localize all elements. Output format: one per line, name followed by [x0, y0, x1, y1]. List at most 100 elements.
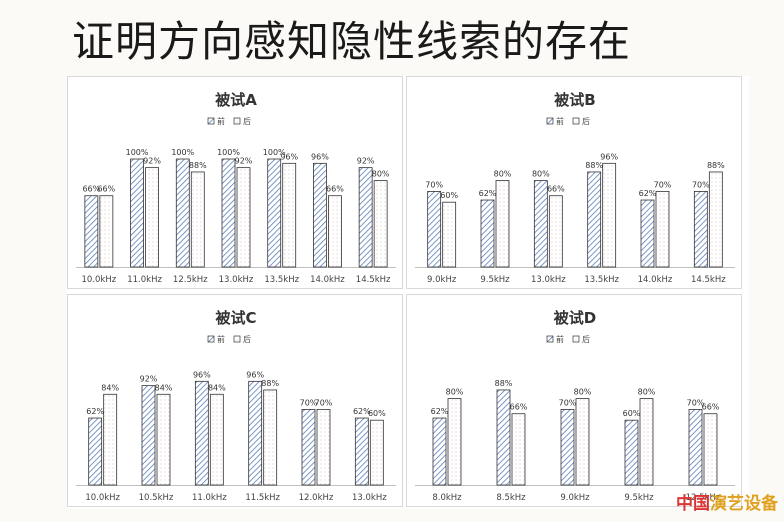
data-label-after: 96% — [600, 152, 618, 161]
bar-after — [602, 162, 617, 268]
x-tick-label: 13.0kHz — [531, 275, 566, 285]
bar-before — [432, 417, 447, 486]
bar-before — [427, 191, 442, 268]
data-label-before: 100% — [171, 148, 194, 157]
data-label-after: 80% — [372, 170, 390, 179]
chart-title: 被试C — [215, 309, 256, 327]
bar-before — [141, 385, 156, 486]
x-tick-label: 13.5kHz — [264, 275, 299, 285]
x-tick-label: 10.0kHz — [82, 275, 117, 285]
data-label-before: 70% — [692, 180, 710, 189]
chart-panel-c: 被试C 前后 62% 84% 10.0kHz 92% 84% 10.5kHz 96% 84% 11.… — [67, 294, 403, 507]
x-tick-label: 8.5kHz — [496, 493, 526, 503]
data-label-before: 92% — [140, 375, 158, 384]
x-tick-label: 11.5kHz — [245, 493, 280, 503]
slide-title: 证明方向感知隐性线索的存在 — [72, 17, 632, 66]
bar-after — [263, 389, 278, 486]
bar-before — [640, 199, 655, 268]
data-label-after: 80% — [574, 388, 592, 397]
x-tick-label: 11.0kHz — [192, 493, 227, 503]
data-label-after: 80% — [446, 388, 464, 397]
data-label-before: 66% — [82, 185, 100, 194]
bar-before — [88, 417, 103, 486]
data-label-after: 92% — [143, 157, 161, 166]
x-tick-label: 9.5kHz — [480, 275, 510, 285]
bar-after — [655, 191, 670, 268]
legend-label-before: 前 — [217, 334, 225, 344]
x-tick-label: 9.0kHz — [427, 275, 457, 285]
bar-before — [84, 195, 99, 268]
watermark: 中国演艺设备 — [676, 489, 778, 514]
legend-swatch-before — [207, 335, 215, 343]
data-label-after: 60% — [368, 409, 386, 418]
data-label-after: 84% — [208, 383, 226, 392]
bar-before — [175, 158, 190, 268]
bar-after — [708, 171, 723, 268]
x-tick-label: 14.0kHz — [310, 275, 345, 285]
data-label-after: 70% — [654, 180, 672, 189]
x-tick-label: 14.5kHz — [691, 275, 726, 285]
legend-swatch-after — [572, 117, 580, 125]
data-label-after: 84% — [155, 383, 173, 392]
legend-label-after: 后 — [243, 334, 251, 344]
x-tick-label: 12.5kHz — [173, 275, 208, 285]
bar-after — [495, 180, 510, 268]
bar-after — [103, 393, 118, 486]
bar-after — [316, 409, 331, 486]
data-label-after: 96% — [280, 152, 298, 161]
bar-before — [496, 389, 511, 486]
data-label-before: 62% — [353, 407, 371, 416]
data-label-after: 88% — [261, 379, 279, 388]
data-label-before: 60% — [623, 409, 641, 418]
bar-before — [221, 158, 236, 268]
data-label-after: 88% — [707, 161, 725, 170]
x-tick-label: 13.0kHz — [352, 493, 387, 503]
bar-before — [624, 419, 639, 486]
chart-legend: 前后 — [546, 334, 590, 344]
data-label-after: 60% — [440, 191, 458, 200]
data-label-before: 96% — [246, 370, 264, 379]
x-tick-label: 9.5kHz — [624, 493, 654, 503]
bar-after — [99, 195, 114, 268]
data-label-after: 92% — [235, 157, 253, 166]
bar-after — [442, 201, 457, 268]
data-label-after: 66% — [97, 185, 115, 194]
bar-after — [575, 398, 590, 486]
bar-after — [282, 162, 297, 268]
legend-label-after: 后 — [243, 116, 251, 126]
data-label-before: 70% — [300, 398, 318, 407]
x-tick-label: 14.0kHz — [638, 275, 673, 285]
x-tick-label: 10.5kHz — [139, 493, 174, 503]
bar-before — [587, 171, 602, 268]
bar-before — [194, 380, 209, 486]
bar-after — [328, 195, 342, 268]
legend-label-before: 前 — [556, 116, 564, 126]
legend-swatch-before — [546, 117, 554, 125]
legend-swatch-before — [207, 117, 215, 125]
chart-panel-a: 被试A 前后 66% 66% 10.0kHz 100% 92% 11.0kHz 100% 88% 1… — [67, 76, 403, 289]
data-label-after: 70% — [315, 398, 333, 407]
bar-before — [313, 162, 327, 268]
data-label-after: 66% — [326, 185, 344, 194]
bar-before — [354, 417, 369, 486]
bar-before — [533, 180, 548, 268]
bar-after — [156, 393, 171, 486]
data-label-before: 70% — [687, 398, 705, 407]
chart-title: 被试D — [554, 309, 596, 327]
bar-after — [369, 419, 384, 486]
bar-before — [267, 158, 282, 268]
x-tick-label: 13.0kHz — [219, 275, 254, 285]
bar-after — [236, 167, 251, 268]
legend-swatch-after — [233, 117, 241, 125]
legend-label-before: 前 — [217, 116, 225, 126]
data-label-after: 66% — [510, 403, 528, 412]
data-label-before: 62% — [639, 189, 657, 198]
data-label-before: 70% — [425, 180, 443, 189]
x-tick-label: 8.0kHz — [432, 493, 462, 503]
data-label-before: 96% — [311, 152, 329, 161]
data-label-after: 84% — [101, 383, 119, 392]
bar-before — [248, 380, 263, 486]
data-label-before: 80% — [532, 170, 550, 179]
bar-before — [560, 409, 575, 486]
